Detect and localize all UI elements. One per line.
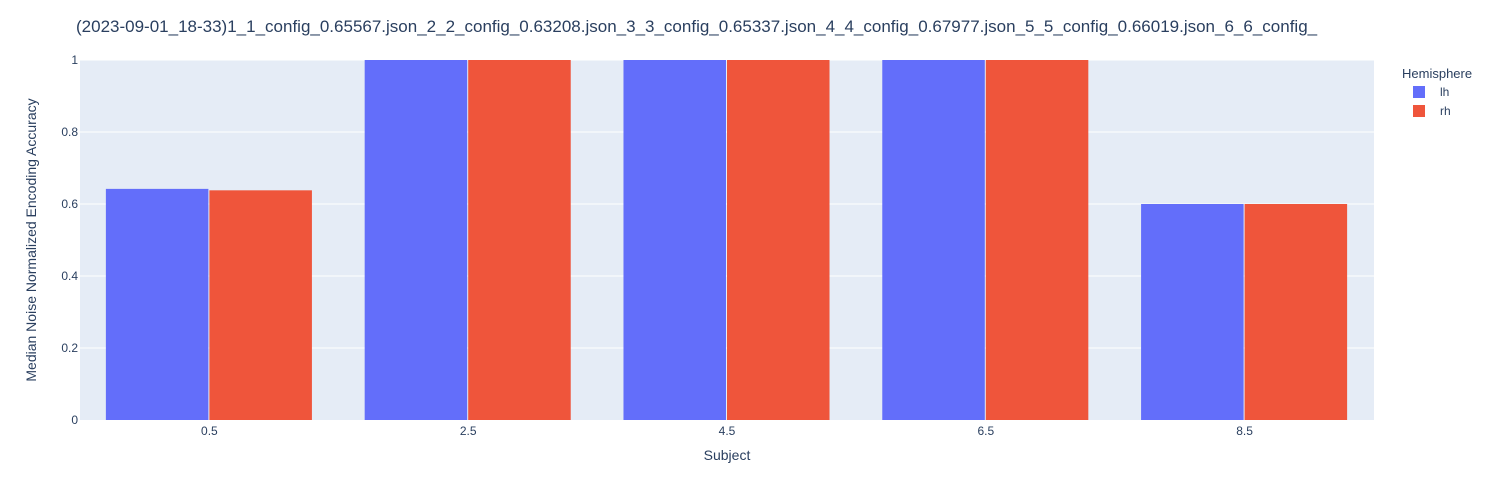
y-axis-title: Median Noise Normalized Encoding Accurac… (23, 98, 39, 381)
bar-lh[interactable] (364, 60, 468, 420)
y-tick-label: 0.4 (61, 269, 78, 283)
bar-lh[interactable] (1141, 204, 1244, 420)
bar-rh[interactable] (209, 190, 312, 420)
legend-label-rh: rh (1440, 104, 1451, 118)
legend-swatch-rh (1413, 105, 1425, 117)
y-tick-label: 0.8 (61, 125, 78, 139)
y-tick-labels: 0 0.2 0.4 0.6 0.8 1 (61, 53, 78, 427)
y-tick-label: 0.2 (61, 341, 78, 355)
y-tick-label: 0.6 (61, 197, 78, 211)
legend-swatch-lh (1413, 86, 1425, 98)
x-tick-label: 0.5 (201, 424, 218, 438)
bar-rh[interactable] (468, 60, 571, 420)
x-tick-labels: 0.5 2.5 4.5 6.5 8.5 (201, 424, 1253, 438)
y-tick-label: 0 (71, 413, 78, 427)
x-axis-title: Subject (704, 447, 751, 463)
chart-title: (2023-09-01_18-33)1_1_config_0.65567.jso… (76, 17, 1318, 36)
bar-rh[interactable] (727, 60, 830, 420)
bar-lh[interactable] (105, 188, 209, 420)
x-tick-label: 4.5 (719, 424, 736, 438)
legend-label-lh: lh (1440, 85, 1449, 99)
bar-rh[interactable] (985, 60, 1089, 420)
bar-rh[interactable] (1244, 204, 1348, 420)
bar-lh[interactable] (882, 60, 985, 420)
x-tick-label: 8.5 (1236, 424, 1253, 438)
bars (105, 60, 1348, 420)
x-tick-label: 6.5 (977, 424, 994, 438)
x-tick-label: 2.5 (460, 424, 477, 438)
legend-title: Hemisphere (1402, 66, 1472, 81)
y-tick-label: 1 (71, 53, 78, 67)
legend[interactable]: Hemisphere lh rh (1402, 66, 1472, 118)
bar-lh[interactable] (623, 60, 726, 420)
